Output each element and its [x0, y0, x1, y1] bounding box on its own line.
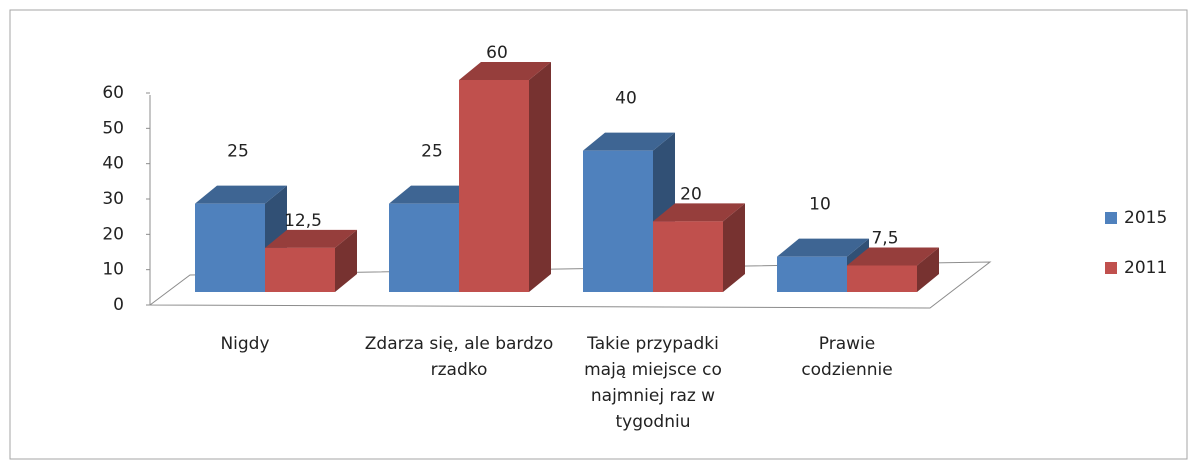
bar	[265, 229, 357, 292]
bar-front	[389, 203, 459, 292]
bar-top	[195, 185, 287, 204]
floor	[148, 261, 992, 309]
x-tick-label: Takie przypadki mają miejsce co najmniej…	[584, 334, 722, 432]
x-tick-label: Zdarza się, ale bardzo rzadko	[364, 334, 554, 380]
bar-front	[583, 150, 653, 292]
data-label: 40	[615, 89, 637, 109]
bar-front	[847, 265, 917, 292]
bar	[583, 132, 675, 292]
bar	[653, 203, 745, 292]
y-tick-label: 10	[102, 260, 124, 280]
bar-front	[459, 80, 529, 292]
data-label: 20	[680, 184, 702, 204]
data-label: 12,5	[284, 211, 322, 231]
data-label: 25	[421, 142, 443, 162]
data-label: 10	[809, 195, 831, 215]
y-tick-label: 40	[102, 154, 124, 174]
bar-side	[917, 247, 939, 292]
y-tick-label: 50	[102, 118, 124, 138]
bar	[459, 62, 551, 292]
bar-front	[777, 256, 847, 292]
legend-swatch	[1105, 262, 1117, 274]
data-label: 60	[486, 43, 508, 63]
bar-side	[335, 229, 357, 292]
bar	[847, 247, 939, 292]
legend-label: 2015	[1124, 208, 1167, 228]
y-tick-label: 0	[113, 295, 124, 315]
y-tick-label: 60	[102, 83, 124, 103]
legend-swatch	[1105, 212, 1117, 224]
bar-side	[723, 203, 745, 292]
bar-front	[195, 203, 265, 292]
y-tick-label: 30	[102, 189, 124, 209]
legend-label: 2011	[1124, 258, 1167, 278]
x-tick-label: Prawie codziennie	[801, 334, 893, 380]
bar-top	[777, 238, 869, 257]
bar-top	[265, 229, 357, 248]
bar-side	[529, 62, 551, 292]
data-label: 7,5	[871, 229, 898, 249]
bar-front	[265, 247, 335, 292]
bar-top	[653, 203, 745, 222]
bar-top	[459, 62, 551, 80]
data-label: 25	[227, 142, 249, 162]
x-tick-label: Nigdy	[220, 334, 270, 354]
bar-top	[583, 132, 675, 151]
y-tick-label: 20	[102, 224, 124, 244]
bar-front	[653, 221, 723, 292]
bar-top	[389, 185, 481, 204]
bar-top	[847, 247, 939, 266]
